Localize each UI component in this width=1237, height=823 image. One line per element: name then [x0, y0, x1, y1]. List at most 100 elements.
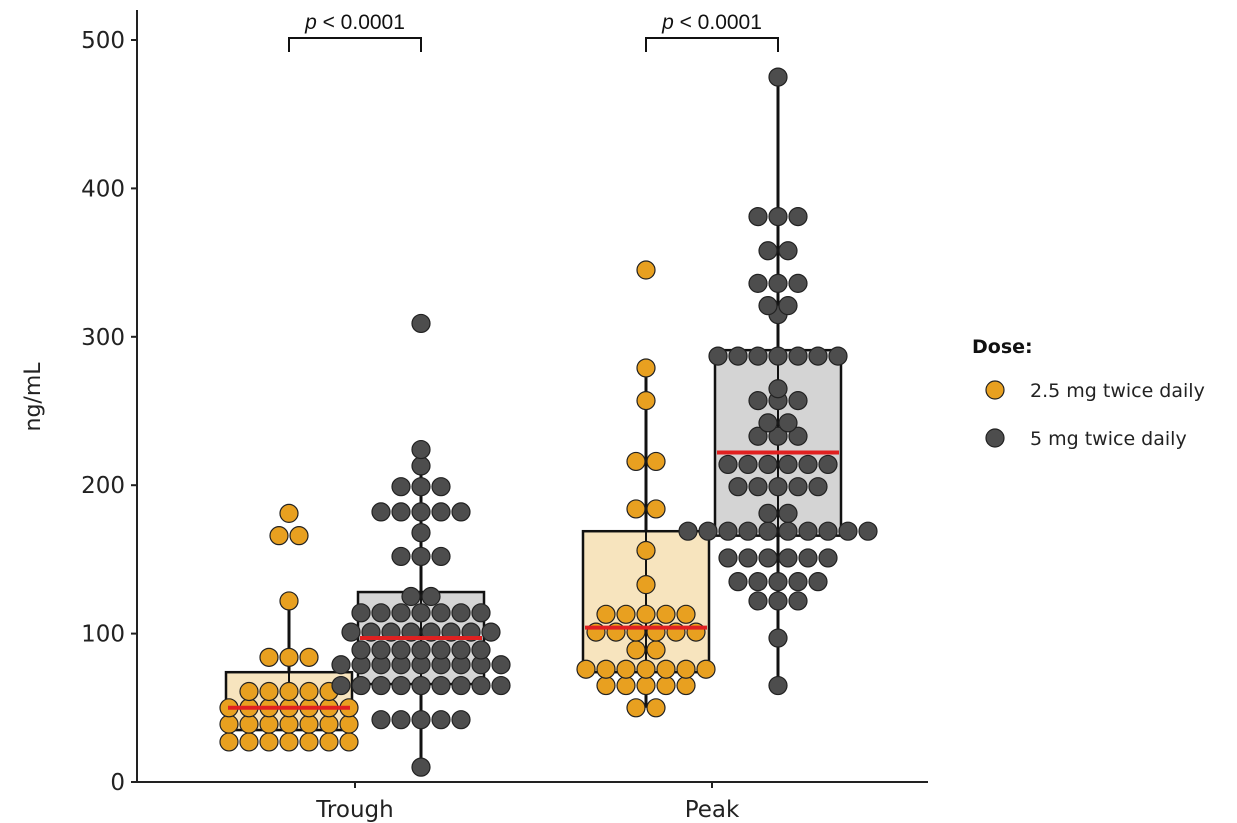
data-point — [768, 379, 788, 399]
data-point — [778, 521, 798, 541]
data-point — [728, 477, 748, 497]
data-point — [858, 521, 878, 541]
data-point — [411, 546, 431, 567]
data-point — [758, 503, 778, 523]
data-point — [239, 681, 259, 702]
data-point — [596, 675, 616, 696]
data-point — [748, 426, 768, 446]
data-point — [471, 640, 491, 660]
data-point — [768, 426, 788, 446]
data-point — [331, 675, 351, 696]
data-point — [411, 640, 431, 660]
data-point — [299, 714, 319, 734]
data-point — [259, 681, 279, 702]
data-point — [768, 477, 788, 497]
data-point — [768, 628, 788, 648]
data-point — [351, 675, 371, 696]
data-point — [431, 477, 451, 497]
data-point — [808, 346, 828, 366]
data-point — [279, 503, 299, 523]
data-point — [351, 640, 371, 660]
legend: Dose: 2.5 mg twice daily 5 mg twice dail… — [972, 336, 1205, 450]
data-point — [768, 591, 788, 611]
data-point — [818, 548, 838, 568]
data-point — [656, 659, 676, 679]
data-point — [788, 426, 808, 446]
data-point — [728, 346, 748, 366]
data-point — [391, 710, 411, 730]
data-point — [411, 710, 431, 730]
data-point — [451, 603, 471, 623]
data-point — [636, 260, 656, 280]
data-point — [596, 659, 616, 679]
y-tick-label: 0 — [110, 770, 125, 796]
data-point — [279, 681, 299, 702]
data-point — [351, 603, 371, 623]
data-point — [339, 714, 359, 734]
data-point — [758, 296, 778, 316]
data-point — [626, 451, 646, 472]
data-point — [391, 546, 411, 567]
data-point — [728, 572, 748, 592]
data-point — [636, 391, 656, 411]
axes: ng/mL 0 100 200 300 400 500 Trough Peak — [21, 10, 928, 823]
legend-marker-low — [985, 380, 1005, 400]
data-point — [279, 714, 299, 734]
data-point — [636, 358, 656, 378]
data-point — [748, 391, 768, 411]
data-point — [411, 603, 431, 623]
p-value-label: p < 0.0001 — [661, 11, 762, 34]
data-point — [778, 503, 798, 523]
data-point — [259, 714, 279, 734]
data-point — [636, 675, 656, 696]
data-point — [431, 640, 451, 660]
data-point — [808, 572, 828, 592]
data-point — [219, 714, 239, 734]
data-point — [391, 640, 411, 660]
x-tick-label: Trough — [315, 797, 393, 823]
data-point — [391, 477, 411, 497]
data-point — [411, 757, 431, 777]
data-point — [748, 206, 768, 227]
significance-bracket — [288, 37, 422, 52]
data-point — [718, 454, 738, 475]
data-point — [491, 675, 511, 696]
data-point — [676, 659, 696, 679]
data-point — [371, 502, 391, 522]
data-point — [818, 454, 838, 475]
data-point — [708, 346, 728, 366]
data-point — [319, 714, 339, 734]
data-point — [596, 604, 616, 624]
data-point — [768, 273, 788, 293]
x-tick-label: Peak — [685, 797, 740, 823]
data-point — [808, 477, 828, 497]
data-point — [838, 521, 858, 541]
data-point — [788, 273, 808, 293]
data-point — [616, 659, 636, 679]
data-point — [768, 67, 788, 87]
data-point — [431, 603, 451, 623]
data-point — [421, 586, 441, 607]
data-point — [758, 548, 778, 568]
data-point — [636, 540, 656, 561]
data-point — [818, 521, 838, 541]
data-point — [451, 675, 471, 696]
data-point — [748, 346, 768, 366]
data-point — [431, 546, 451, 567]
data-point — [778, 454, 798, 475]
data-point — [411, 523, 431, 543]
data-point — [758, 521, 778, 541]
legend-title: Dose: — [972, 336, 1033, 358]
y-tick-label: 300 — [81, 325, 125, 351]
data-point — [239, 732, 259, 752]
legend-label-high: 5 mg twice daily — [1030, 428, 1187, 450]
y-axis-title: ng/mL — [21, 362, 46, 432]
data-point — [768, 675, 788, 696]
data-point — [411, 675, 431, 696]
data-point — [626, 640, 646, 660]
data-point — [431, 675, 451, 696]
data-point — [828, 346, 848, 366]
data-point — [411, 502, 431, 522]
data-point — [401, 586, 421, 607]
